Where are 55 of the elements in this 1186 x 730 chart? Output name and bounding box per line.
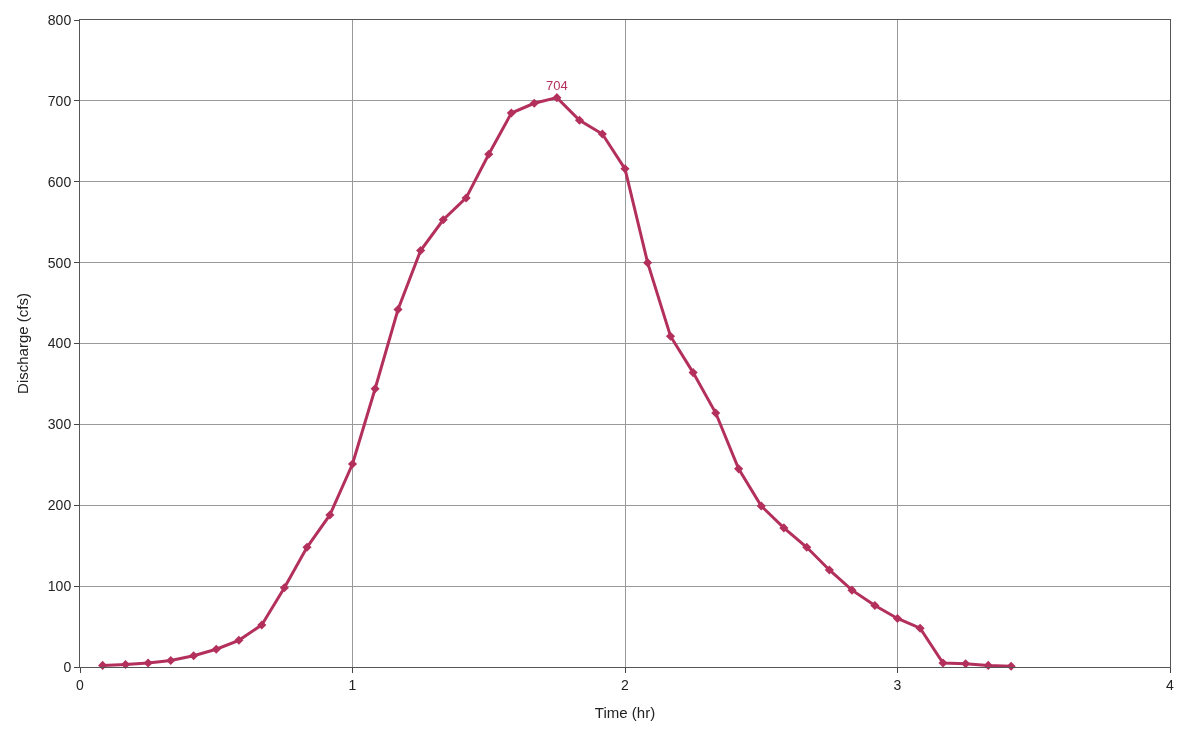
point — [120, 660, 131, 670]
point — [824, 565, 834, 575]
point — [597, 129, 607, 139]
point — [892, 613, 903, 624]
y-tick-label: 400 — [47, 335, 72, 352]
x-tick-label: 3 — [893, 676, 902, 693]
point — [734, 464, 744, 474]
point — [211, 644, 221, 654]
point — [279, 583, 289, 593]
point — [416, 245, 426, 256]
x-tick-label: 1 — [348, 676, 357, 693]
point — [915, 623, 925, 633]
point — [506, 108, 516, 118]
annotation: 704 — [546, 78, 568, 93]
point — [484, 149, 494, 159]
y-tick-label: 800 — [47, 11, 72, 28]
point — [961, 659, 971, 669]
point — [461, 193, 471, 203]
y-tick-label: 200 — [47, 497, 72, 514]
point — [302, 542, 312, 552]
point — [938, 658, 948, 668]
point — [711, 408, 721, 418]
point — [574, 115, 585, 125]
y-axis-title: Discharge (cfs) — [14, 293, 32, 394]
point — [325, 510, 335, 520]
y-tick-label: 700 — [47, 92, 72, 109]
point — [756, 501, 766, 511]
y-tick-label: 500 — [47, 254, 72, 271]
point — [234, 635, 244, 645]
point — [257, 620, 267, 630]
point — [665, 331, 676, 341]
point — [143, 658, 153, 668]
point — [620, 164, 630, 174]
point — [688, 368, 698, 378]
point — [370, 384, 380, 394]
point — [870, 600, 880, 611]
point — [438, 215, 448, 225]
x-axis-title: Time (hr) — [594, 703, 656, 721]
point — [779, 523, 789, 533]
point — [643, 258, 653, 268]
point — [393, 304, 403, 315]
y-tick-label: 600 — [47, 173, 72, 190]
point — [802, 542, 812, 552]
y-tick-label: 0 — [63, 658, 72, 675]
y-tick-label: 100 — [47, 578, 72, 595]
y-tick-label: 300 — [47, 416, 72, 433]
point — [166, 655, 176, 666]
point — [552, 93, 562, 103]
point — [347, 459, 358, 469]
point — [847, 585, 857, 595]
x-tick-label: 2 — [621, 676, 630, 693]
x-tick-label: 4 — [1166, 676, 1175, 693]
point — [189, 651, 199, 661]
point — [529, 98, 539, 108]
x-tick-label: 0 — [76, 676, 85, 693]
